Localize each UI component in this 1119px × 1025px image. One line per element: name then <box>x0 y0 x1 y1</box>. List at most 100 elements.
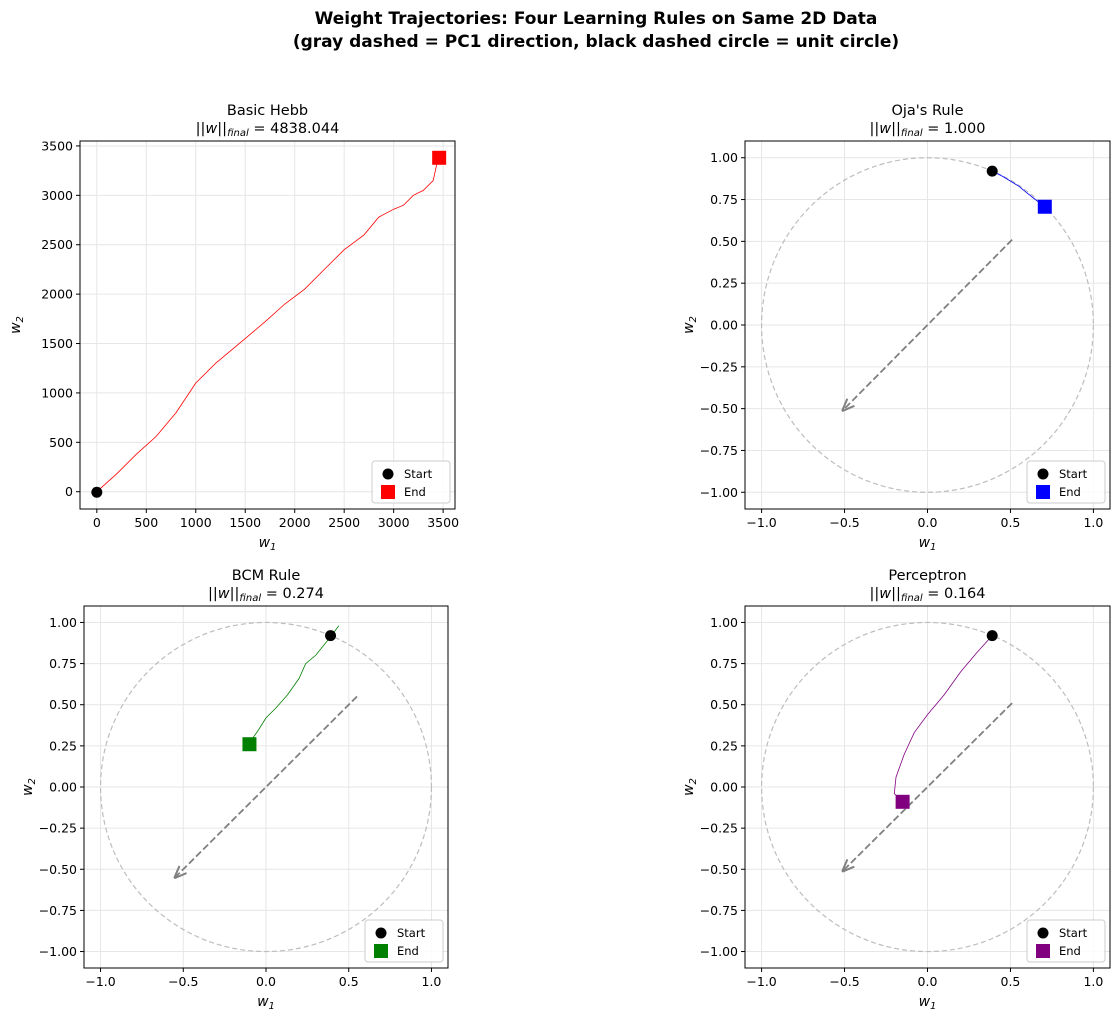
y-tick-label-2: −0.50 <box>39 862 77 877</box>
subplot-norm-label: ||w||final = 0.164 <box>869 586 985 604</box>
subplot-2: −1.0 −0.5 0.0 0.5 1.0 −1.00 −0.75 −0.50 −0.25 0.0… <box>681 103 1111 553</box>
x-tick-label-0: −1.0 <box>746 515 776 530</box>
x-tick-label-3: 1500 <box>229 515 261 530</box>
trajectory-line <box>992 170 1046 208</box>
y-tick-label-4: 0.00 <box>49 780 77 795</box>
legend: Start End <box>1026 919 1106 963</box>
legend: Start End <box>364 919 444 963</box>
y-tick-label-4: 0.00 <box>710 780 738 795</box>
subplot-title: BCM Rule <box>232 568 301 584</box>
y-tick-label-4: 0.00 <box>710 318 738 333</box>
legend-start-label: Start <box>1059 926 1088 940</box>
legend: Start End <box>1026 460 1106 504</box>
trajectory-line <box>96 157 439 492</box>
end-marker <box>1037 199 1052 214</box>
x-tick-label-1: 500 <box>134 515 158 530</box>
axes-frame <box>79 140 456 510</box>
y-tick-label-2: −0.50 <box>700 401 738 416</box>
x-tick-label-7: 3500 <box>427 515 459 530</box>
x-tick-label-3: 0.5 <box>339 974 359 989</box>
x-tick-label-2: 0.0 <box>256 974 276 989</box>
legend-start-marker <box>382 468 394 480</box>
x-tick-label-0: −1.0 <box>746 974 776 989</box>
x-tick-label-4: 1.0 <box>422 974 442 989</box>
legend-start-marker <box>1037 927 1049 939</box>
y-tick-label-6: 0.50 <box>49 697 77 712</box>
y-tick-label-8: 1.00 <box>710 150 738 165</box>
y-axis-label: w2 <box>20 778 38 796</box>
unit-circle <box>760 621 1095 953</box>
y-tick-label-7: 0.75 <box>710 656 738 671</box>
x-tick-label-0: 0 <box>93 515 101 530</box>
x-tick-label-1: −0.5 <box>168 974 198 989</box>
y-tick-label-5: 2500 <box>41 237 73 252</box>
x-tick-label-1: −0.5 <box>829 974 859 989</box>
y-tick-label-3: −0.25 <box>39 821 77 836</box>
legend-end-label: End <box>1059 944 1081 958</box>
legend-end-marker <box>374 944 388 958</box>
legend: Start End <box>371 460 451 504</box>
pc1-arrow <box>843 239 1013 411</box>
x-tick-label-3: 0.5 <box>1001 974 1021 989</box>
y-tick-label-1: 500 <box>49 435 73 450</box>
legend-end-label: End <box>1059 485 1081 499</box>
unit-circle <box>760 157 1095 493</box>
x-tick-label-3: 0.5 <box>1001 515 1021 530</box>
y-tick-label-5: 0.25 <box>49 738 77 753</box>
x-axis-label: w1 <box>919 535 937 553</box>
legend-start-marker <box>375 927 387 939</box>
y-tick-label-7: 0.75 <box>49 656 77 671</box>
x-tick-label-2: 0.0 <box>918 974 938 989</box>
y-tick-label-7: 3500 <box>41 138 73 153</box>
y-tick-label-3: −0.25 <box>700 359 738 374</box>
trajectory-line <box>249 625 340 743</box>
y-tick-label-7: 0.75 <box>710 192 738 207</box>
start-marker <box>325 630 337 642</box>
legend-end-label: End <box>397 944 419 958</box>
subplot-norm-label: ||w||final = 4838.044 <box>196 121 340 139</box>
legend-end-marker <box>1036 485 1050 499</box>
y-tick-label-4: 2000 <box>41 287 73 302</box>
y-tick-label-3: 1500 <box>41 336 73 351</box>
y-tick-label-1: −0.75 <box>700 443 738 458</box>
legend-start-label: Start <box>404 467 433 481</box>
y-tick-label-2: −0.50 <box>700 862 738 877</box>
x-tick-label-2: 1000 <box>180 515 212 530</box>
y-tick-label-1: −0.75 <box>39 903 77 918</box>
x-tick-label-6: 3000 <box>378 515 410 530</box>
legend-start-label: Start <box>397 926 426 940</box>
x-tick-label-4: 2000 <box>279 515 311 530</box>
x-axis-label: w1 <box>919 994 937 1012</box>
legend-end-label: End <box>404 485 426 499</box>
subplot-title: Basic Hebb <box>227 103 308 119</box>
subplot-4: −1.0 −0.5 0.0 0.5 1.0 −1.00 −0.75 −0.50 −0.25 0.0… <box>681 568 1111 1012</box>
x-tick-label-2: 0.0 <box>918 515 938 530</box>
y-axis-label: w2 <box>681 316 699 334</box>
x-tick-label-4: 1.0 <box>1083 974 1103 989</box>
start-marker <box>91 486 103 498</box>
y-tick-label-0: 0 <box>65 484 73 499</box>
figure-title-line2: (gray dashed = PC1 direction, black dash… <box>293 32 899 52</box>
subplot-norm-label: ||w||final = 0.274 <box>208 586 324 604</box>
y-tick-label-5: 0.25 <box>710 738 738 753</box>
y-tick-label-1: −0.75 <box>700 903 738 918</box>
y-tick-label-5: 0.25 <box>710 276 738 291</box>
subplot-title: Oja's Rule <box>891 103 963 119</box>
y-axis-label: w2 <box>8 316 26 334</box>
y-tick-label-8: 1.00 <box>710 615 738 630</box>
start-marker <box>986 630 998 642</box>
y-tick-label-6: 0.50 <box>710 234 738 249</box>
y-axis-label: w2 <box>681 778 699 796</box>
subplot-title: Perceptron <box>888 568 966 584</box>
x-tick-label-4: 1.0 <box>1083 515 1103 530</box>
legend-end-marker <box>1036 944 1050 958</box>
x-axis-label: w1 <box>259 535 277 553</box>
subplot-3: −1.0 −0.5 0.0 0.5 1.0 −1.00 −0.75 −0.50 −0.25 0.0… <box>20 568 449 1012</box>
y-tick-label-0: −1.00 <box>700 944 738 959</box>
x-axis-label: w1 <box>257 994 275 1012</box>
x-tick-label-0: −1.0 <box>85 974 115 989</box>
y-tick-label-3: −0.25 <box>700 821 738 836</box>
legend-start-label: Start <box>1059 467 1088 481</box>
y-tick-label-0: −1.00 <box>700 485 738 500</box>
